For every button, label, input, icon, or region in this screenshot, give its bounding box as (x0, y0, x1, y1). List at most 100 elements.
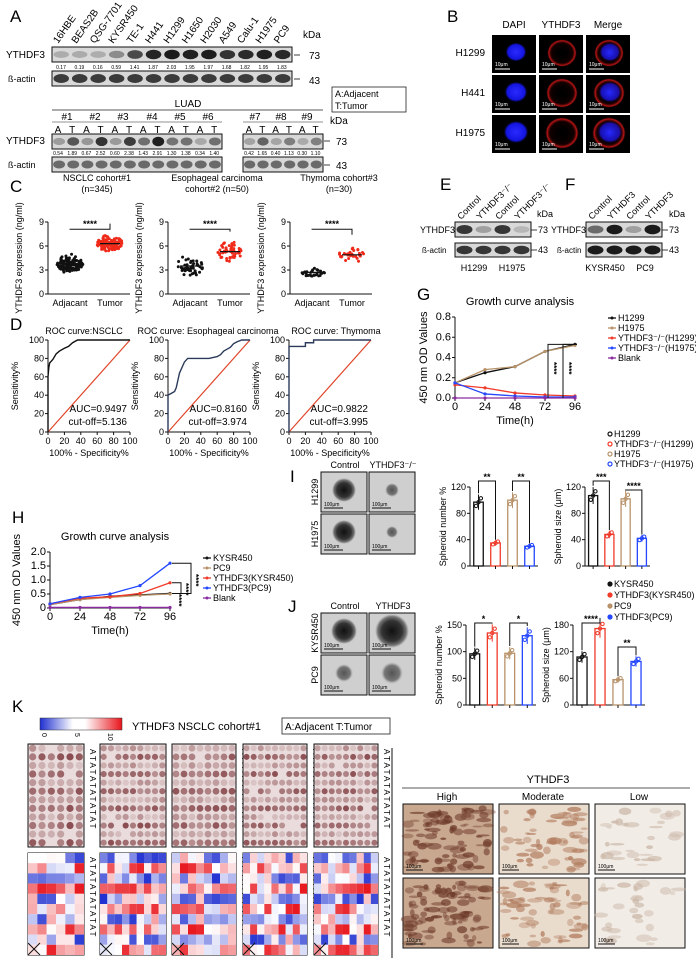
heatmap-cell (204, 924, 212, 935)
heatmap-cell (65, 873, 75, 884)
tma-core (204, 762, 212, 769)
heatmap-cell (65, 904, 75, 915)
data-point (188, 273, 192, 277)
blot-band (67, 160, 80, 169)
heatmap-cell (172, 863, 180, 874)
heatmap-cell (65, 914, 75, 925)
data-point (633, 659, 639, 664)
data-point (48, 602, 52, 606)
x-category-label: Adjacant (52, 298, 88, 308)
tma-core (107, 822, 115, 829)
heatmap-cell (100, 914, 108, 925)
tma-core (115, 788, 122, 795)
tma-core (129, 779, 137, 786)
tma-core (137, 779, 144, 786)
heatmap-cell (356, 934, 364, 945)
blot-band (180, 137, 193, 146)
mw-73: 73 (336, 137, 348, 148)
tma-core (212, 762, 220, 769)
tma-core (220, 787, 228, 795)
tma-core (328, 762, 335, 769)
tissue-stain (670, 887, 687, 892)
data-point (192, 271, 196, 275)
heatmap-cell (220, 924, 228, 935)
tma-core (286, 796, 293, 803)
tma-core (357, 822, 364, 829)
heatmap-cell (180, 863, 188, 874)
blot-band (95, 136, 108, 147)
heatmap-cell (151, 934, 159, 945)
kda-label: kDa (303, 30, 321, 41)
heatmap-cell (220, 883, 228, 894)
ythdf3-signal (547, 39, 577, 67)
data-point (453, 396, 457, 400)
tma-core (257, 788, 264, 795)
tma-core (29, 830, 37, 838)
heatmap-cell (172, 873, 180, 884)
heatmap-cell (342, 863, 350, 874)
at-label: T (69, 125, 75, 136)
tma-core (196, 796, 204, 804)
heatmap-cell (264, 883, 272, 894)
data-point (221, 245, 225, 249)
y-tick-label: 60 (559, 673, 569, 683)
heatmap-cell (271, 853, 279, 864)
mw-43: 43 (336, 161, 348, 172)
tma-array (313, 743, 379, 848)
at-label: A (168, 125, 175, 136)
tma-core (137, 770, 144, 778)
heatmap-cell (122, 893, 130, 904)
column-header: Control (330, 601, 359, 611)
tma-core (350, 839, 357, 846)
tma-core (371, 831, 378, 838)
significance-bracket (69, 223, 111, 230)
heatmap-cell (278, 924, 286, 935)
tissue-stain (437, 809, 442, 817)
k-title: YTHDF3 NSCLC cohort#1 (132, 721, 261, 733)
tissue-stain (402, 924, 418, 932)
x-category-label: Tumor (339, 298, 365, 308)
heatmap-cell (144, 944, 152, 955)
data-point (222, 241, 226, 245)
tma-core (172, 753, 180, 761)
tma-core (272, 822, 278, 829)
tma-core (172, 839, 180, 847)
mw-43: 43 (669, 245, 679, 255)
tma-core (188, 830, 196, 838)
scale-label: 100μm (406, 938, 421, 944)
tissue-stain (450, 858, 458, 865)
tma-core (204, 744, 212, 752)
heatmap-cell (299, 853, 307, 864)
y-tick-label: 120 (451, 482, 466, 492)
y-tick-label: 6 (159, 241, 164, 251)
tissue-stain (602, 937, 613, 942)
y-tick-label: 0 (40, 602, 46, 614)
tissue-stain (603, 937, 617, 945)
tissue-stain (408, 904, 419, 909)
data-point (73, 268, 77, 272)
tissue-stain (617, 882, 631, 888)
heatmap-cell (264, 873, 272, 884)
heatmap-cell (212, 934, 220, 945)
heatmap-cell (151, 883, 159, 894)
heatmap-cell (314, 883, 322, 894)
tma-core (243, 788, 250, 795)
ythdf3-blot (585, 221, 663, 238)
tma-core (38, 753, 46, 761)
bar (486, 632, 498, 706)
tissue-stain (563, 812, 572, 819)
blot-band (81, 160, 94, 169)
tma-core (115, 753, 122, 760)
heatmap-cell (292, 893, 300, 904)
tma-core (129, 770, 137, 778)
legend-marker (607, 441, 613, 447)
tma-core (66, 821, 74, 830)
tma-core (328, 788, 335, 795)
heatmap-cell (321, 934, 329, 945)
tissue-stain (549, 886, 560, 894)
tma-core (293, 779, 300, 786)
ythdf3-signal (594, 39, 624, 67)
tma-core (314, 788, 321, 795)
tissue-stain (510, 917, 520, 920)
tma-core (343, 745, 349, 752)
